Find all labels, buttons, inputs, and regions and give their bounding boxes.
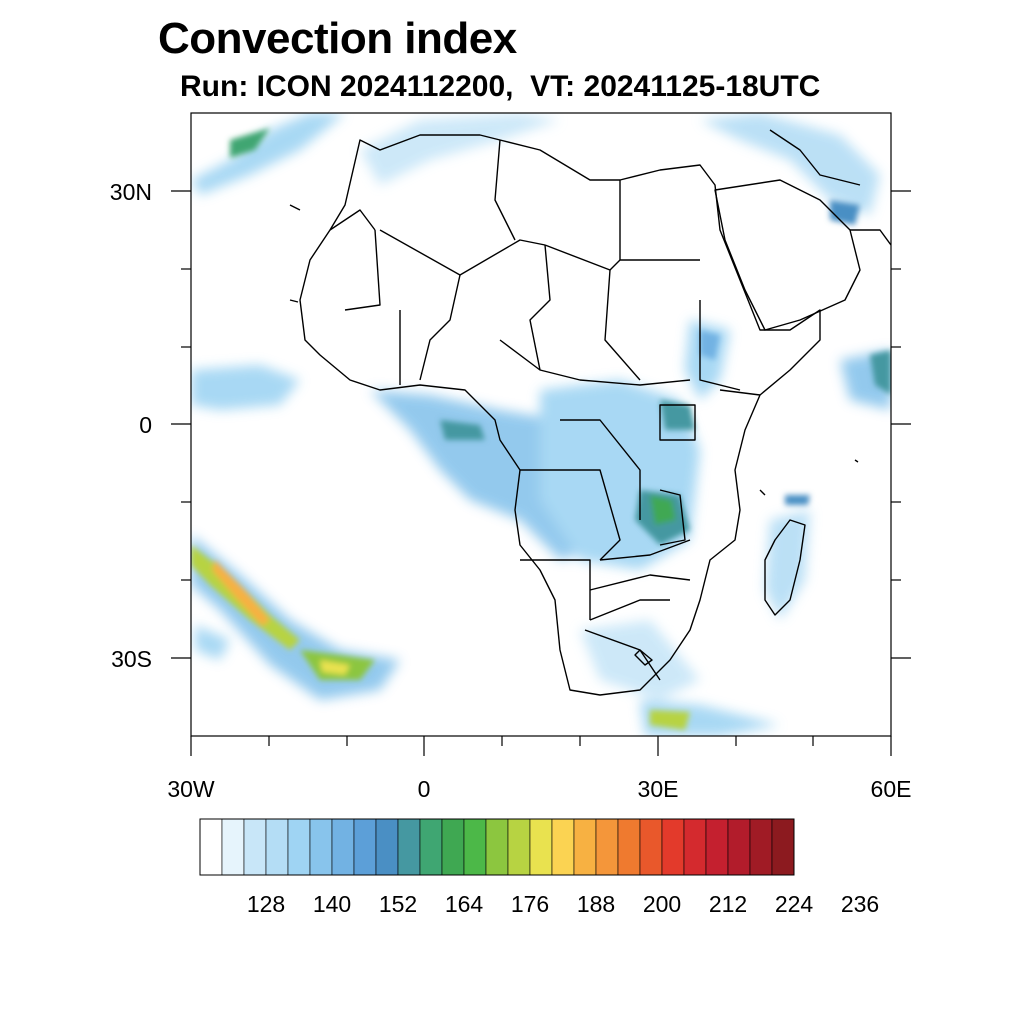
colorbar-box [221, 818, 245, 876]
colorbar-box [749, 818, 773, 876]
colorbar-tick-label: 200 [643, 891, 681, 917]
lon-label-30e: 30E [638, 776, 679, 802]
coastlines-and-borders [289, 129, 891, 696]
map-title: Convection index [158, 14, 517, 63]
colorbar-box [705, 818, 729, 876]
colorbar-tick-label: 164 [445, 891, 484, 917]
colorbar-box [573, 818, 597, 876]
colorbar-tick-label: 176 [511, 891, 549, 917]
colorbar-box [419, 818, 443, 876]
colorbar-tick-label: 212 [709, 891, 747, 917]
colorbar-tick-label: 236 [841, 891, 879, 917]
colorbar-box [397, 818, 421, 876]
colorbar-tick-label: 188 [577, 891, 615, 917]
colorbar-box [727, 818, 751, 876]
colorbar-box [683, 818, 707, 876]
colorbar-box [661, 818, 685, 876]
colorbar-tick-label: 128 [247, 891, 285, 917]
colorbar-box [529, 818, 553, 876]
colorbar-box [243, 818, 267, 876]
colorbar-box [639, 818, 663, 876]
colorbar-box [331, 818, 355, 876]
madagascar [764, 519, 806, 616]
colorbar-box [287, 818, 311, 876]
lon-label-30w: 30W [167, 776, 215, 802]
colorbar-box [463, 818, 487, 876]
colorbar-box [485, 818, 509, 876]
lat-label-30n: 30N [110, 179, 152, 205]
colorbar-box [551, 818, 575, 876]
colorbar [199, 818, 795, 876]
colorbar-box [617, 818, 641, 876]
africa-coastline [299, 134, 821, 696]
colorbar-box [353, 818, 377, 876]
axis-ticks [171, 190, 911, 756]
map-subtitle: Run: ICON 2024112200, VT: 20241125-18UTC [180, 70, 821, 103]
colorbar-box [595, 818, 619, 876]
colorbar-box [375, 818, 399, 876]
lat-label-0: 0 [139, 412, 152, 438]
lat-label-30s: 30S [111, 646, 152, 672]
colorbar-box [265, 818, 289, 876]
colorbar-labels: 128 140 152 164 176 188 200 212 224 236 [247, 891, 879, 917]
colorbar-box [771, 818, 795, 876]
colorbar-tick-label: 140 [313, 891, 351, 917]
lon-label-60e: 60E [871, 776, 912, 802]
colorbar-box [507, 818, 531, 876]
colorbar-tick-label: 152 [379, 891, 417, 917]
colorbar-box [199, 818, 223, 876]
colorbar-box [441, 818, 465, 876]
colorbar-frame [199, 818, 795, 876]
convection-shading [191, 113, 891, 736]
lon-label-0: 0 [418, 776, 431, 802]
colorbar-box [309, 818, 333, 876]
colorbar-tick-label: 224 [775, 891, 814, 917]
